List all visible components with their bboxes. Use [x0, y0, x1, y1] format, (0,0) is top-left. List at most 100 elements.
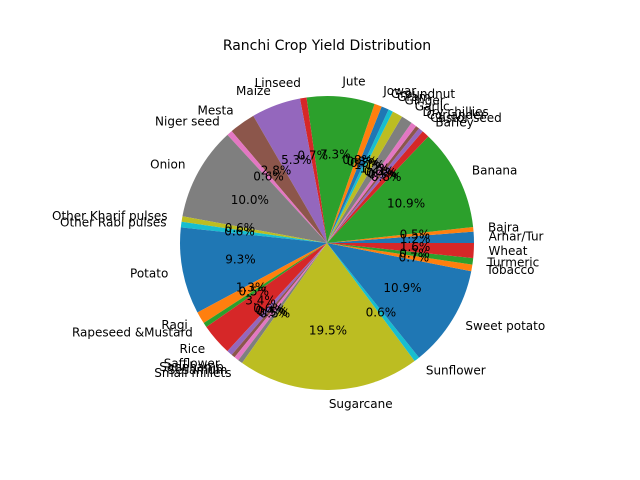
pie-slice-groundnut: [327, 106, 389, 243]
pie-slice-garlic: [327, 116, 412, 243]
pie-slice-dry-chillies: [327, 122, 417, 243]
slice-label-sweet-potato: Sweet potato: [465, 319, 545, 333]
slice-pct-other-kharif-pulses: 0.6%: [225, 221, 256, 235]
slice-label-tobacco: Tobacco: [485, 263, 534, 277]
slice-pct-mesta: 2.8%: [261, 164, 292, 178]
slice-pct-sweet-potato: 10.9%: [383, 281, 421, 295]
pie-slice-small-millets: [238, 243, 327, 363]
slice-label-ginger: Ginger: [405, 94, 445, 108]
pie-slice-other-rabi-pulses: [180, 221, 327, 243]
slice-pct-jowar: 0.8%: [342, 153, 373, 167]
slice-label-barley: Barley: [435, 116, 473, 130]
slice-pct-gram: 0.5%: [350, 156, 381, 170]
pie-labels: Arhar/Tur 1.2% Bajra 0.5% Banana 10.9% Barley 0…: [52, 75, 545, 412]
slice-pct-ragi: 1.3%: [236, 280, 267, 294]
slice-label-wheat: Wheat: [488, 244, 527, 258]
slice-label-jute: Jute: [341, 75, 365, 89]
pie-slice-sannhamp: [231, 243, 327, 358]
slice-label-rapeseed-mustard: Rapeseed &Mustard: [72, 326, 193, 340]
pie-slices: [180, 96, 474, 391]
pie-slice-sugarcane: [242, 243, 415, 391]
slice-label-jowar: Jowar: [382, 84, 416, 98]
pie-slice-onion: [182, 134, 327, 243]
pie-slice-mesta: [231, 115, 327, 243]
pie-slice-sunflower: [327, 243, 420, 362]
slice-pct-turmeric: 0.7%: [399, 247, 430, 261]
pie-slice-potato: [180, 227, 327, 313]
slice-label-linseed: Linseed: [255, 76, 301, 90]
slice-pct-coriander: 0.4%: [366, 166, 397, 180]
slice-label-dry-chillies: Dry chillies: [423, 105, 489, 119]
slice-pct-potato: 9.3%: [225, 252, 256, 266]
pie-slice-arhar-tur: [327, 231, 474, 243]
pie-slice-bajra: [327, 226, 474, 243]
slice-pct-niger-seed: 0.6%: [253, 169, 284, 183]
pie-slice-linseed: [299, 97, 327, 243]
slice-label-bajra: Bajra: [488, 220, 519, 234]
pie-slice-castor-seed: [327, 128, 423, 243]
pie-slice-jowar: [327, 103, 382, 243]
pie-slice-wheat: [327, 243, 474, 259]
slice-pct-rapeseed-mustard: 0.5%: [239, 285, 270, 299]
slice-label-small-millets: Small millets: [154, 366, 231, 380]
slice-pct-sesamum: 0.5%: [257, 305, 288, 319]
slice-pct-barley: 0.8%: [371, 170, 402, 184]
slice-label-sunflower: Sunflower: [426, 363, 486, 377]
slice-label-ragi: Ragi: [161, 318, 187, 332]
pie-slice-maize: [253, 98, 327, 243]
slice-label-coriander: Coriander: [427, 108, 486, 122]
slice-label-niger-seed: Niger seed: [155, 114, 220, 128]
slice-label-groundnut: Groundnut: [391, 87, 455, 101]
slice-label-banana: Banana: [472, 164, 518, 178]
pie-slice-barley: [327, 131, 429, 243]
slice-label-onion: Onion: [150, 157, 185, 171]
slice-label-castor-seed: Castor seed: [430, 111, 501, 125]
pie-slice-other-kharif-pulses: [181, 216, 327, 243]
slice-pct-groundnut: 0.8%: [347, 155, 378, 169]
slice-pct-jute: 7.3%: [320, 148, 351, 162]
slice-label-turmeric: Turmeric: [486, 256, 539, 270]
slice-pct-onion: 10.0%: [231, 193, 269, 207]
slice-label-gram: Gram: [397, 90, 430, 104]
slice-pct-other-rabi-pulses: 0.6%: [224, 224, 255, 238]
slice-pct-arhar-tur: 1.2%: [400, 232, 431, 246]
slice-label-arhar-tur: Arhar/Tur: [489, 229, 544, 243]
slice-label-sugarcane: Sugarcane: [329, 397, 393, 411]
slice-pct-sugarcane: 19.5%: [309, 324, 347, 338]
slice-label-maize: Maize: [236, 84, 271, 98]
slice-label-mesta: Mesta: [198, 104, 234, 118]
slice-label-rice: Rice: [179, 342, 205, 356]
pie-slice-tobacco: [327, 243, 473, 272]
slice-pct-bajra: 0.5%: [400, 227, 431, 241]
slice-pct-rice: 3.4%: [245, 293, 276, 307]
pie-slice-rapeseed-mustard: [203, 243, 327, 327]
slice-pct-banana: 10.9%: [387, 196, 425, 210]
slice-pct-sannhamp: 0.4%: [255, 303, 286, 317]
slice-pct-wheat: 1.6%: [400, 240, 431, 254]
slice-label-safflower: Safflower: [164, 357, 220, 371]
pie-slice-ginger: [327, 111, 402, 243]
slice-label-other-kharif-pulses: Other Kharif pulses: [52, 209, 167, 223]
slice-pct-small-millets: 0.5%: [260, 307, 291, 321]
slice-label-other-rabi-pulses: Other Rabi pulses: [60, 215, 167, 229]
pie-slice-sesamum: [234, 243, 327, 361]
pie-slice-coriander: [327, 126, 420, 243]
slice-pct-linseed: 0.7%: [297, 148, 328, 162]
slice-label-sesamum: Sesamum: [168, 363, 228, 377]
pie-slice-sweet-potato: [327, 243, 472, 358]
pie-slice-turmeric: [327, 243, 474, 265]
pie-slice-banana: [327, 136, 474, 243]
slice-pct-maize: 5.3%: [281, 153, 312, 167]
slice-pct-tobacco: 0.7%: [399, 250, 430, 264]
chart-title: Ranchi Crop Yield Distribution: [223, 38, 431, 54]
pie-slice-rice: [206, 243, 327, 352]
slice-label-sannhamp: Sannhamp: [159, 360, 223, 374]
slice-pct-sunflower: 0.6%: [366, 305, 397, 319]
slice-label-garlic: Garlic: [415, 100, 450, 114]
slice-pct-garlic: 1.2%: [360, 161, 391, 175]
slice-pct-safflower: 0.6%: [253, 302, 284, 316]
pie-slice-safflower: [227, 243, 327, 355]
pie-slice-gram: [327, 109, 393, 243]
slice-pct-castor-seed: 0.5%: [368, 168, 399, 182]
